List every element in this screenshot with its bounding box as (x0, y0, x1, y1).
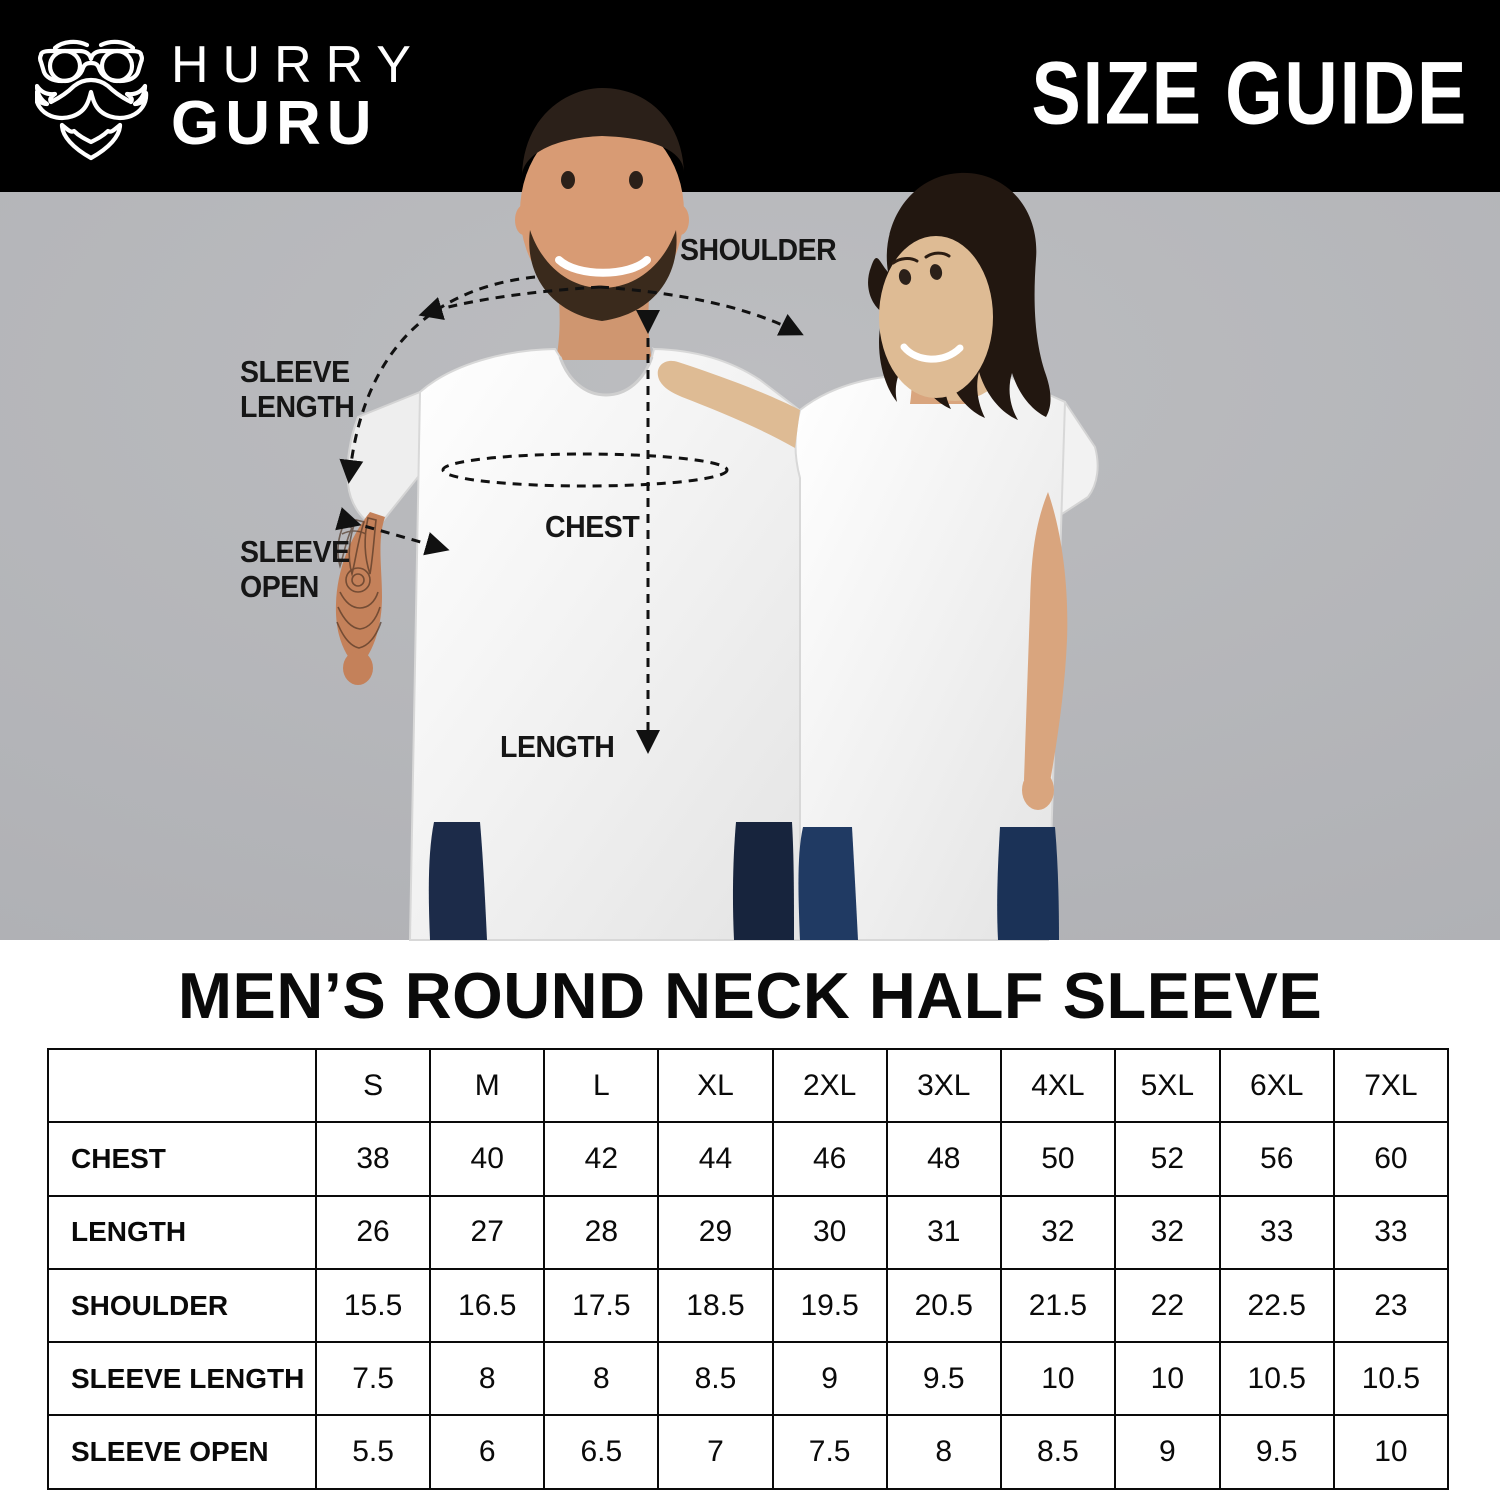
svg-text:LENGTH: LENGTH (500, 730, 614, 764)
svg-text:SHOULDER: SHOULDER (680, 233, 836, 267)
svg-text:CHEST: CHEST (545, 510, 640, 544)
svg-text:SLEEVE: SLEEVE (240, 535, 350, 569)
svg-text:LENGTH: LENGTH (240, 390, 354, 424)
svg-text:OPEN: OPEN (240, 570, 319, 604)
svg-text:SLEEVE: SLEEVE (240, 355, 350, 389)
